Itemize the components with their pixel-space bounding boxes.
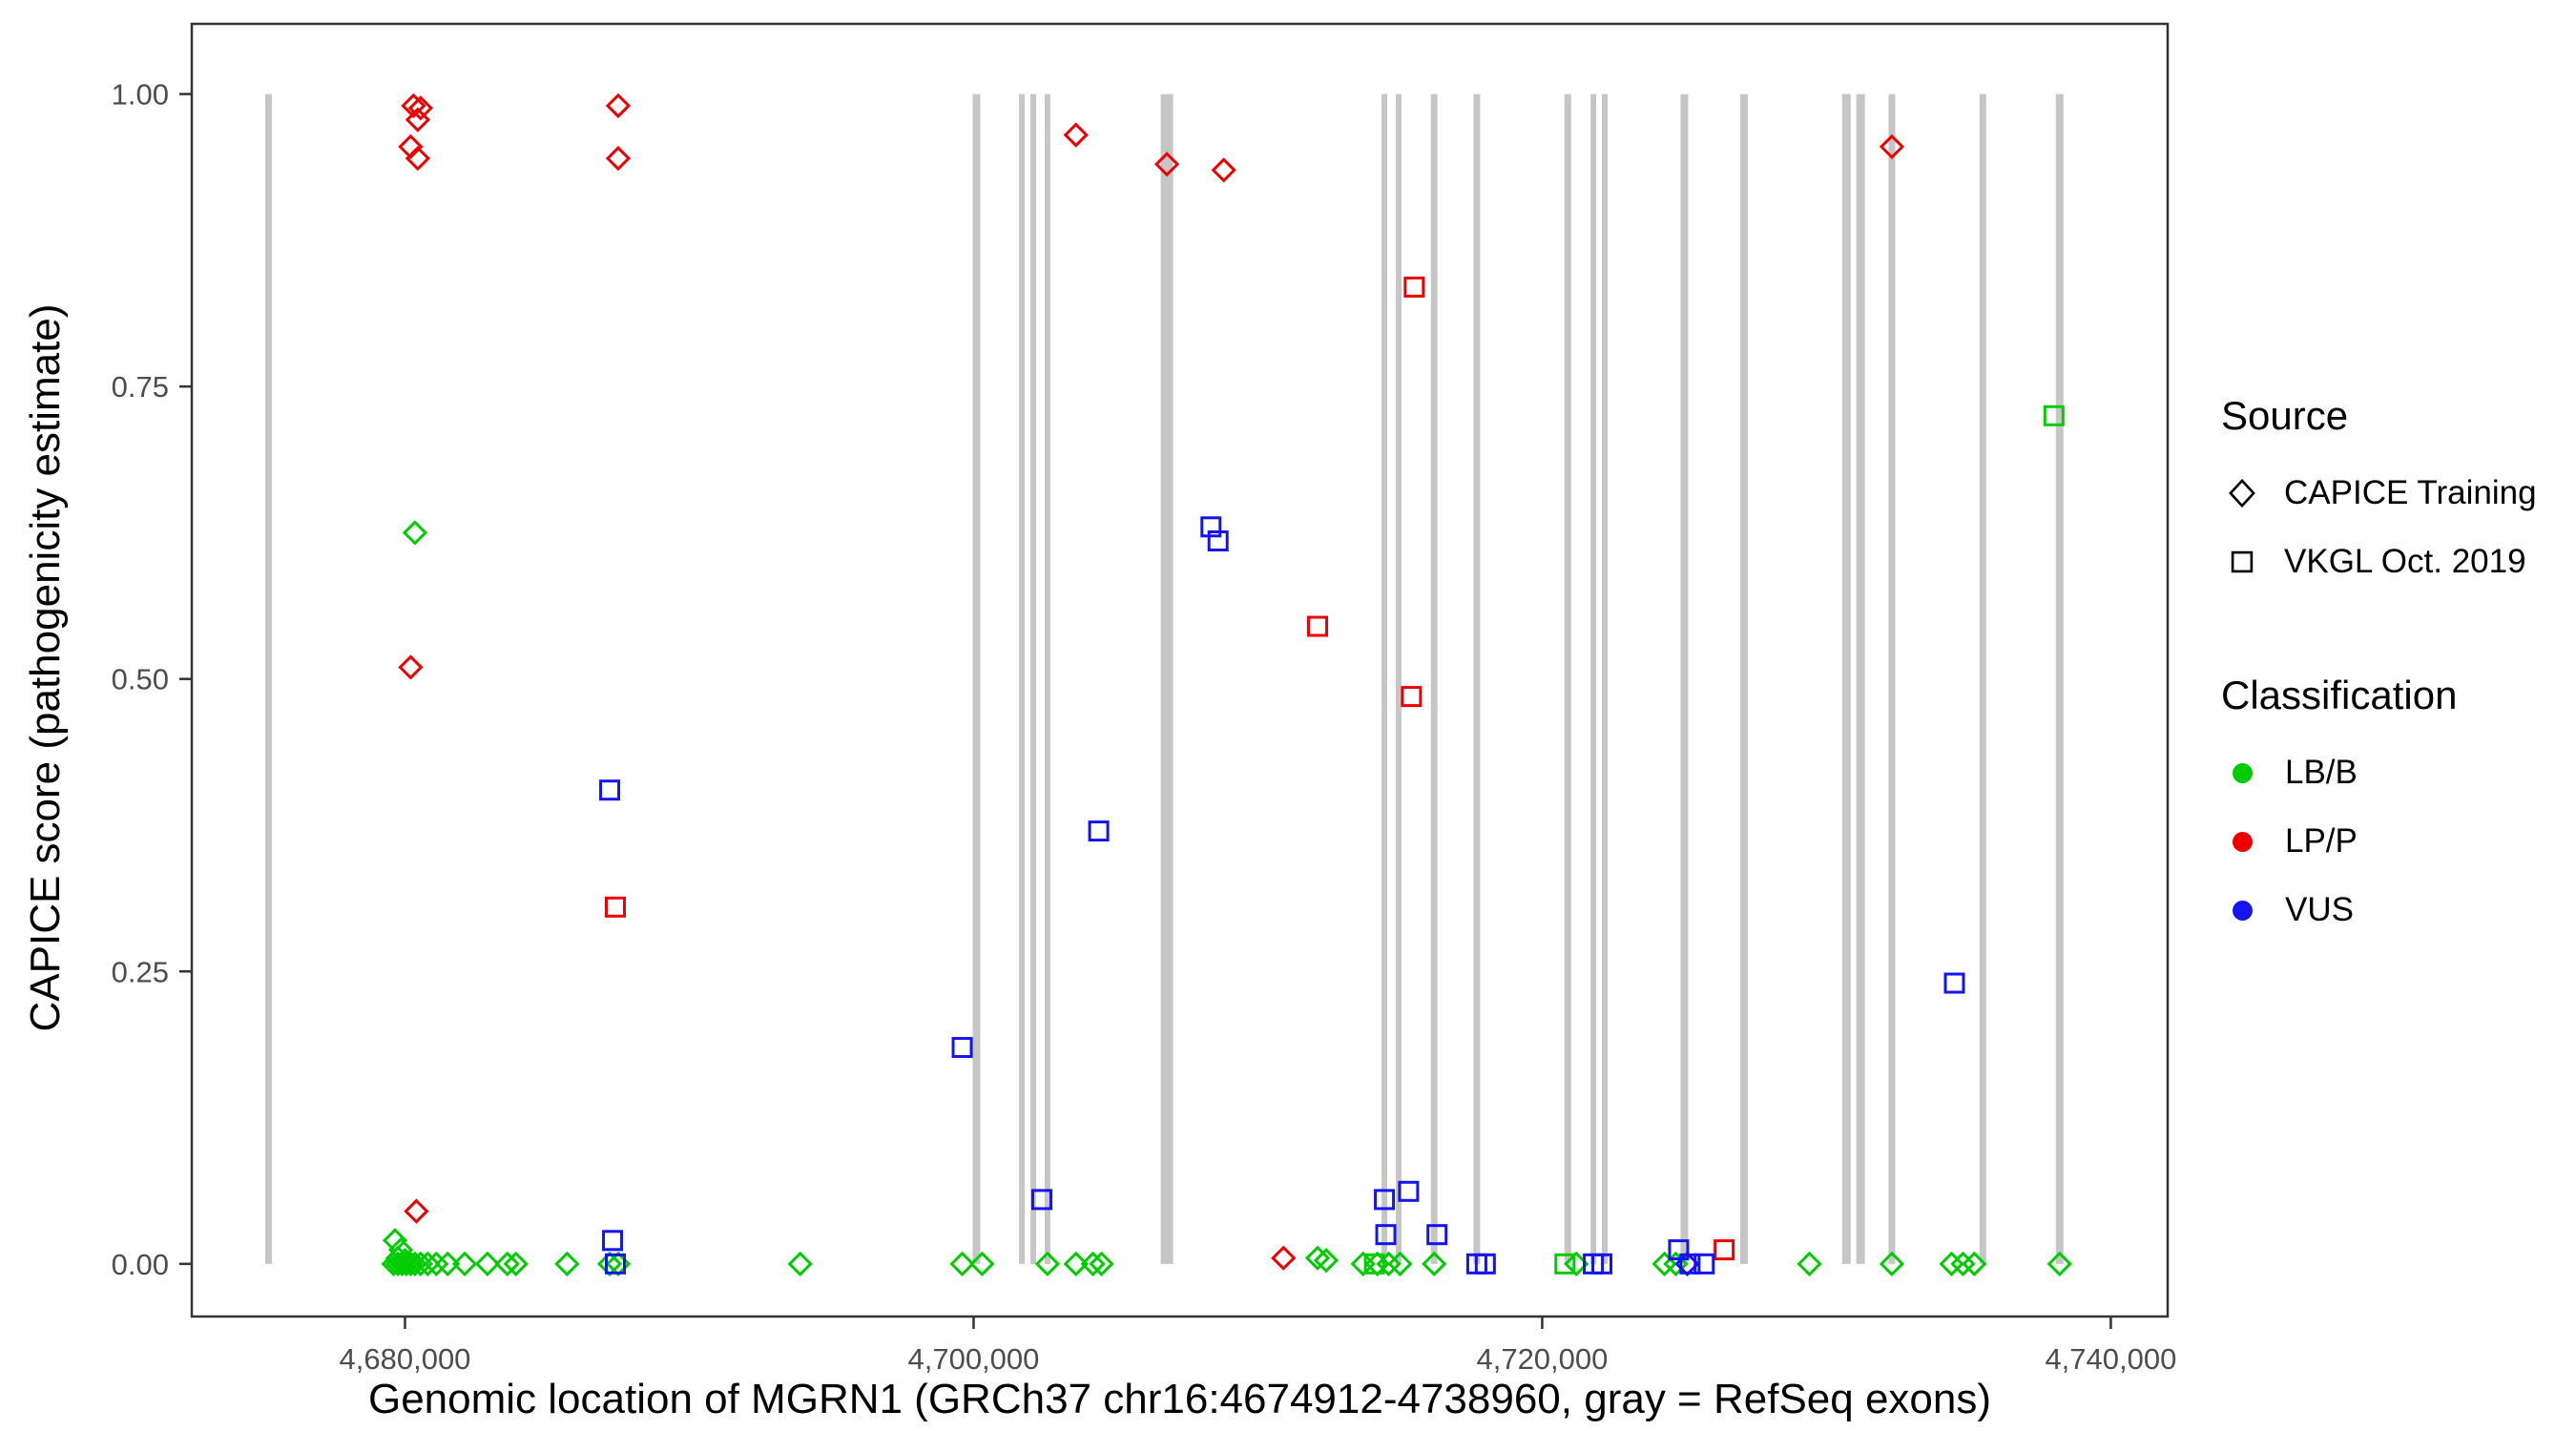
legend-item-lbb: LB/B [2221, 743, 2537, 802]
y-axis-title: CAPICE score (pathogenicity estimate) [22, 303, 69, 1032]
legend-item-capice-training: CAPICE Training [2221, 464, 2537, 523]
diamond-icon [2229, 478, 2255, 508]
lbb-color-dot-icon [2233, 762, 2253, 783]
svg-text:4,720,000: 4,720,000 [1476, 1342, 1608, 1376]
svg-text:4,680,000: 4,680,000 [340, 1342, 471, 1376]
legend-classification-title: Classification [2221, 673, 2458, 717]
svg-text:1.00: 1.00 [112, 78, 169, 112]
svg-text:0.50: 0.50 [112, 663, 169, 696]
legend-item-label: VKGL Oct. 2019 [2284, 543, 2526, 580]
legend-item-vkgl: VKGL Oct. 2019 [2221, 532, 2537, 591]
legend-source-title: Source [2221, 393, 2349, 438]
svg-text:4,740,000: 4,740,000 [2045, 1342, 2176, 1376]
legend: Source CAPICE Training VKGL Oct. 2019 Cl… [2221, 393, 2537, 949]
square-icon [2231, 550, 2254, 573]
svg-text:0.00: 0.00 [112, 1248, 169, 1281]
legend-item-label: VUS [2285, 891, 2354, 928]
legend-item-vus: VUS [2221, 881, 2537, 940]
svg-text:0.25: 0.25 [112, 955, 169, 988]
legend-item-lpp: LP/P [2221, 812, 2537, 871]
legend-item-label: LP/P [2285, 822, 2358, 860]
legend-item-label: CAPICE Training [2284, 474, 2537, 511]
vus-color-dot-icon [2233, 900, 2253, 921]
legend-item-label: LB/B [2285, 754, 2358, 791]
svg-text:0.75: 0.75 [112, 370, 169, 404]
lpp-color-dot-icon [2233, 831, 2253, 852]
svg-text:4,700,000: 4,700,000 [907, 1342, 1039, 1376]
x-axis-title: Genomic location of MGRN1 (GRCh37 chr16:… [367, 1376, 1992, 1422]
